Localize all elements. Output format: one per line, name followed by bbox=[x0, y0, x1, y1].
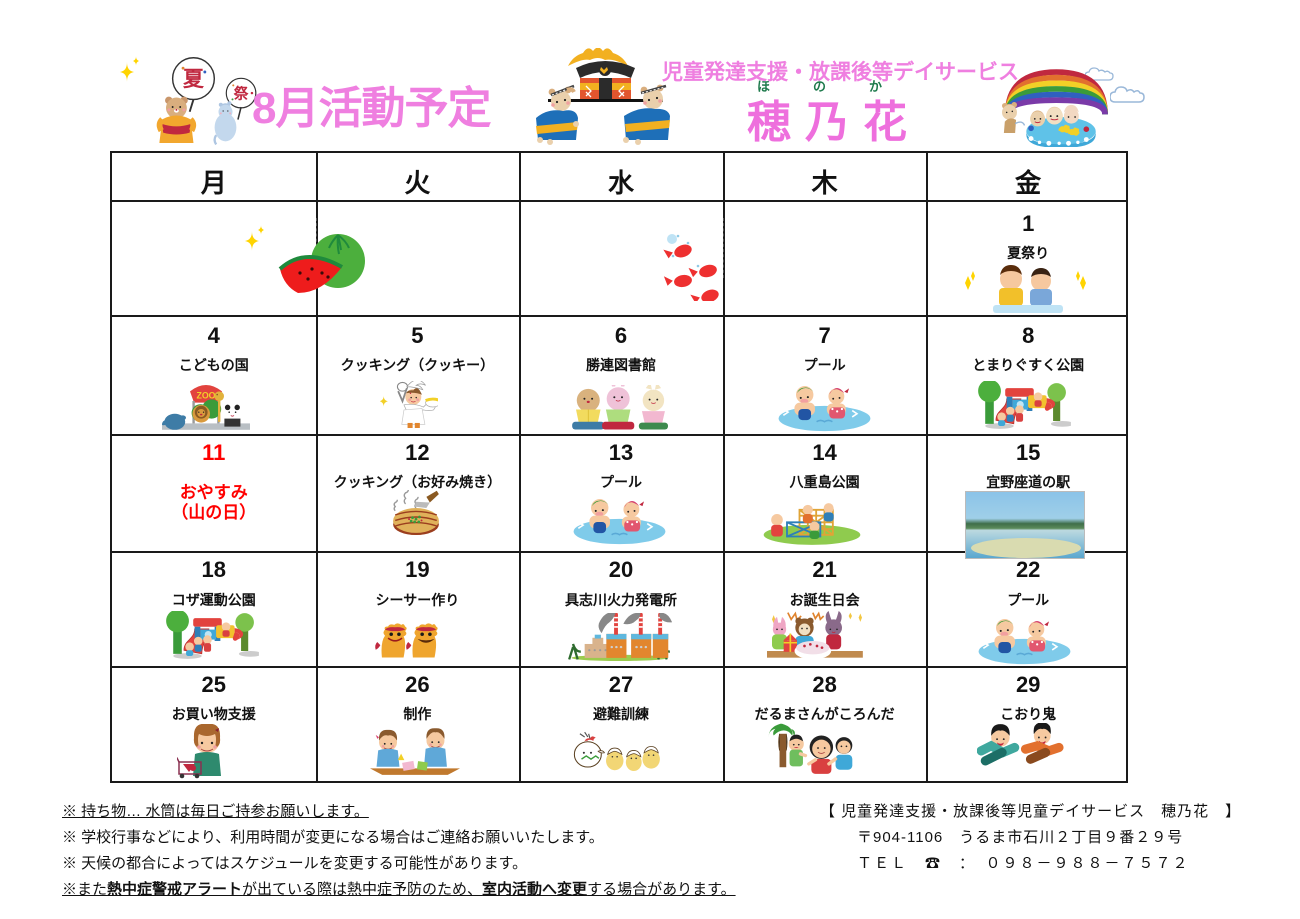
svg-text:夏: 夏 bbox=[183, 68, 204, 91]
svg-text:ZOO: ZOO bbox=[196, 391, 215, 401]
svg-text:祭: 祭 bbox=[234, 85, 249, 103]
